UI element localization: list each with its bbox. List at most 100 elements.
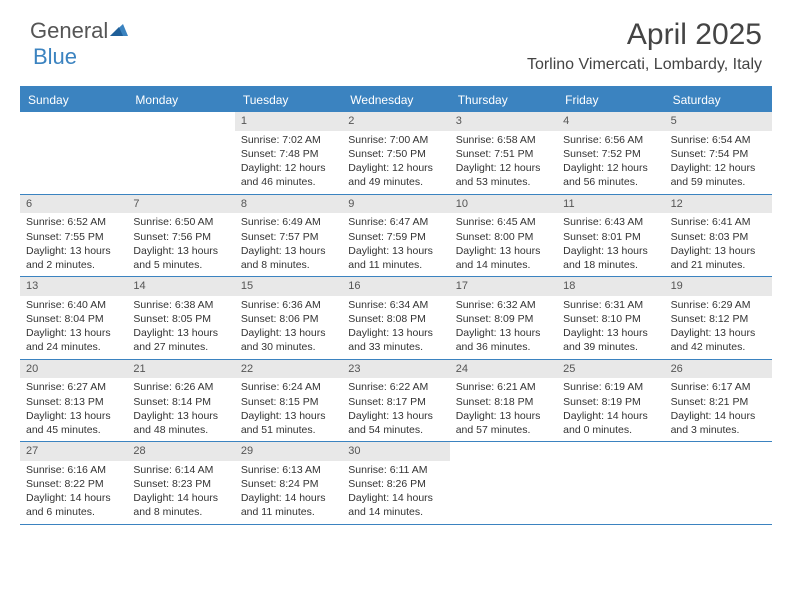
daylight-text: Daylight: 13 hours and 21 minutes. — [671, 244, 766, 272]
day-cell: 1Sunrise: 7:02 AMSunset: 7:48 PMDaylight… — [235, 112, 342, 194]
day-number: 21 — [127, 360, 234, 379]
day-number: 8 — [235, 195, 342, 214]
day-body: Sunrise: 6:43 AMSunset: 8:01 PMDaylight:… — [557, 213, 664, 276]
day-header-fri: Friday — [557, 88, 664, 112]
sunrise-text: Sunrise: 6:54 AM — [671, 133, 766, 147]
sunrise-text: Sunrise: 6:41 AM — [671, 215, 766, 229]
daylight-text: Daylight: 13 hours and 33 minutes. — [348, 326, 443, 354]
day-body: Sunrise: 7:00 AMSunset: 7:50 PMDaylight:… — [342, 131, 449, 194]
sunset-text: Sunset: 8:09 PM — [456, 312, 551, 326]
day-number: 5 — [665, 112, 772, 131]
sunrise-text: Sunrise: 6:27 AM — [26, 380, 121, 394]
sunrise-text: Sunrise: 6:24 AM — [241, 380, 336, 394]
day-cell: 4Sunrise: 6:56 AMSunset: 7:52 PMDaylight… — [557, 112, 664, 194]
day-cell: 9Sunrise: 6:47 AMSunset: 7:59 PMDaylight… — [342, 195, 449, 277]
daylight-text: Daylight: 13 hours and 5 minutes. — [133, 244, 228, 272]
day-body: Sunrise: 6:19 AMSunset: 8:19 PMDaylight:… — [557, 378, 664, 441]
sunset-text: Sunset: 8:12 PM — [671, 312, 766, 326]
day-cell: 21Sunrise: 6:26 AMSunset: 8:14 PMDayligh… — [127, 360, 234, 442]
daylight-text: Daylight: 13 hours and 30 minutes. — [241, 326, 336, 354]
day-number: 20 — [20, 360, 127, 379]
sunrise-text: Sunrise: 6:47 AM — [348, 215, 443, 229]
daylight-text: Daylight: 13 hours and 51 minutes. — [241, 409, 336, 437]
day-header-thu: Thursday — [450, 88, 557, 112]
sunrise-text: Sunrise: 7:02 AM — [241, 133, 336, 147]
daylight-text: Daylight: 13 hours and 36 minutes. — [456, 326, 551, 354]
day-cell: 25Sunrise: 6:19 AMSunset: 8:19 PMDayligh… — [557, 360, 664, 442]
day-cell: 12Sunrise: 6:41 AMSunset: 8:03 PMDayligh… — [665, 195, 772, 277]
day-body: Sunrise: 6:50 AMSunset: 7:56 PMDaylight:… — [127, 213, 234, 276]
day-cell: 16Sunrise: 6:34 AMSunset: 8:08 PMDayligh… — [342, 277, 449, 359]
day-body: Sunrise: 6:58 AMSunset: 7:51 PMDaylight:… — [450, 131, 557, 194]
sunrise-text: Sunrise: 6:52 AM — [26, 215, 121, 229]
daylight-text: Daylight: 12 hours and 59 minutes. — [671, 161, 766, 189]
day-body: Sunrise: 6:29 AMSunset: 8:12 PMDaylight:… — [665, 296, 772, 359]
day-number: 15 — [235, 277, 342, 296]
day-body: Sunrise: 6:52 AMSunset: 7:55 PMDaylight:… — [20, 213, 127, 276]
day-body: Sunrise: 6:26 AMSunset: 8:14 PMDaylight:… — [127, 378, 234, 441]
day-cell: 17Sunrise: 6:32 AMSunset: 8:09 PMDayligh… — [450, 277, 557, 359]
sunset-text: Sunset: 8:24 PM — [241, 477, 336, 491]
sunrise-text: Sunrise: 6:17 AM — [671, 380, 766, 394]
day-number: 2 — [342, 112, 449, 131]
sunrise-text: Sunrise: 6:36 AM — [241, 298, 336, 312]
week-row: 6Sunrise: 6:52 AMSunset: 7:55 PMDaylight… — [20, 195, 772, 278]
sunrise-text: Sunrise: 6:50 AM — [133, 215, 228, 229]
sunset-text: Sunset: 8:18 PM — [456, 395, 551, 409]
logo-text-general: General — [30, 18, 108, 44]
day-body: Sunrise: 6:40 AMSunset: 8:04 PMDaylight:… — [20, 296, 127, 359]
day-body: Sunrise: 6:11 AMSunset: 8:26 PMDaylight:… — [342, 461, 449, 524]
day-body: Sunrise: 6:38 AMSunset: 8:05 PMDaylight:… — [127, 296, 234, 359]
sunset-text: Sunset: 8:08 PM — [348, 312, 443, 326]
sunrise-text: Sunrise: 6:22 AM — [348, 380, 443, 394]
day-number: 7 — [127, 195, 234, 214]
daylight-text: Daylight: 13 hours and 14 minutes. — [456, 244, 551, 272]
calendar: Sunday Monday Tuesday Wednesday Thursday… — [20, 86, 772, 525]
daylight-text: Daylight: 14 hours and 14 minutes. — [348, 491, 443, 519]
sunrise-text: Sunrise: 6:34 AM — [348, 298, 443, 312]
sunrise-text: Sunrise: 6:40 AM — [26, 298, 121, 312]
sunset-text: Sunset: 7:54 PM — [671, 147, 766, 161]
day-number: 3 — [450, 112, 557, 131]
sunrise-text: Sunrise: 6:31 AM — [563, 298, 658, 312]
sunrise-text: Sunrise: 6:45 AM — [456, 215, 551, 229]
week-row: 20Sunrise: 6:27 AMSunset: 8:13 PMDayligh… — [20, 360, 772, 443]
day-cell: 30Sunrise: 6:11 AMSunset: 8:26 PMDayligh… — [342, 442, 449, 524]
day-cell: 11Sunrise: 6:43 AMSunset: 8:01 PMDayligh… — [557, 195, 664, 277]
month-title: April 2025 — [527, 18, 762, 52]
day-number: 27 — [20, 442, 127, 461]
day-number: 18 — [557, 277, 664, 296]
header: General April 2025 Torlino Vimercati, Lo… — [0, 0, 792, 78]
daylight-text: Daylight: 13 hours and 48 minutes. — [133, 409, 228, 437]
sunset-text: Sunset: 8:26 PM — [348, 477, 443, 491]
day-cell: 22Sunrise: 6:24 AMSunset: 8:15 PMDayligh… — [235, 360, 342, 442]
sunset-text: Sunset: 8:01 PM — [563, 230, 658, 244]
sunset-text: Sunset: 8:06 PM — [241, 312, 336, 326]
daylight-text: Daylight: 13 hours and 27 minutes. — [133, 326, 228, 354]
sunrise-text: Sunrise: 6:32 AM — [456, 298, 551, 312]
day-header-row: Sunday Monday Tuesday Wednesday Thursday… — [20, 88, 772, 112]
day-body: Sunrise: 6:45 AMSunset: 8:00 PMDaylight:… — [450, 213, 557, 276]
day-body: Sunrise: 7:02 AMSunset: 7:48 PMDaylight:… — [235, 131, 342, 194]
sunset-text: Sunset: 8:19 PM — [563, 395, 658, 409]
sunset-text: Sunset: 8:04 PM — [26, 312, 121, 326]
daylight-text: Daylight: 13 hours and 57 minutes. — [456, 409, 551, 437]
sunrise-text: Sunrise: 6:26 AM — [133, 380, 228, 394]
day-body: Sunrise: 6:17 AMSunset: 8:21 PMDaylight:… — [665, 378, 772, 441]
day-number: 23 — [342, 360, 449, 379]
day-body: Sunrise: 6:36 AMSunset: 8:06 PMDaylight:… — [235, 296, 342, 359]
sunset-text: Sunset: 7:50 PM — [348, 147, 443, 161]
day-body: Sunrise: 6:34 AMSunset: 8:08 PMDaylight:… — [342, 296, 449, 359]
daylight-text: Daylight: 13 hours and 42 minutes. — [671, 326, 766, 354]
sunrise-text: Sunrise: 6:14 AM — [133, 463, 228, 477]
day-cell: 13Sunrise: 6:40 AMSunset: 8:04 PMDayligh… — [20, 277, 127, 359]
sunrise-text: Sunrise: 6:43 AM — [563, 215, 658, 229]
sunrise-text: Sunrise: 6:49 AM — [241, 215, 336, 229]
sunset-text: Sunset: 7:51 PM — [456, 147, 551, 161]
sunset-text: Sunset: 8:05 PM — [133, 312, 228, 326]
sunrise-text: Sunrise: 6:58 AM — [456, 133, 551, 147]
day-cell: 15Sunrise: 6:36 AMSunset: 8:06 PMDayligh… — [235, 277, 342, 359]
day-cell: 6Sunrise: 6:52 AMSunset: 7:55 PMDaylight… — [20, 195, 127, 277]
daylight-text: Daylight: 14 hours and 0 minutes. — [563, 409, 658, 437]
daylight-text: Daylight: 13 hours and 54 minutes. — [348, 409, 443, 437]
